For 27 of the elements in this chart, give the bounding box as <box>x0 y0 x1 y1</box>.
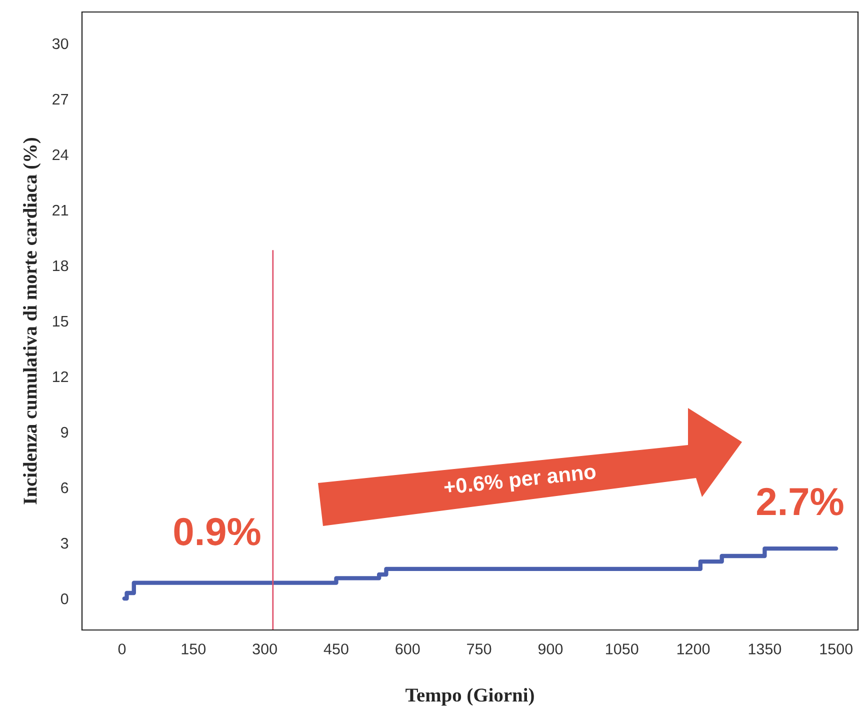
x-tick-label: 1050 <box>606 644 638 654</box>
y-tick-label: 21 <box>52 204 68 216</box>
y-tick-label: 12 <box>52 371 68 382</box>
x-tick-label: 0 <box>118 644 126 654</box>
y-tick-label: 15 <box>52 316 68 327</box>
y-tick-label: 24 <box>52 149 68 160</box>
annotation: +0.6% per anno <box>444 464 596 499</box>
annotation: 2.7% <box>757 488 844 516</box>
x-tick-label: 150 <box>182 644 206 654</box>
y-tick-label: 9 <box>61 426 68 438</box>
annotation: 0.9% <box>174 518 260 546</box>
x-axis-title: Tempo (Giorni) <box>406 688 534 706</box>
y-tick-label: 3 <box>60 538 68 549</box>
y-axis-title: Incidenza cumulativa di morte cardiaca (%) <box>23 138 41 504</box>
x-tick-label: 900 <box>538 644 563 654</box>
x-tick-label: 750 <box>467 644 492 654</box>
y-tick-label: 18 <box>52 260 68 272</box>
x-tick-label: 600 <box>396 644 420 654</box>
y-tick-label: 27 <box>52 94 68 104</box>
x-tick-label: 1350 <box>748 644 782 654</box>
x-tick-label: 300 <box>252 644 277 654</box>
x-tick-label: 1500 <box>820 644 852 654</box>
y-tick-label: 30 <box>52 38 68 50</box>
x-tick-label: 1200 <box>677 644 710 654</box>
y-tick-label: 6 <box>61 482 68 494</box>
y-tick-label: 0 <box>60 593 68 604</box>
x-tick-label: 450 <box>324 644 348 654</box>
